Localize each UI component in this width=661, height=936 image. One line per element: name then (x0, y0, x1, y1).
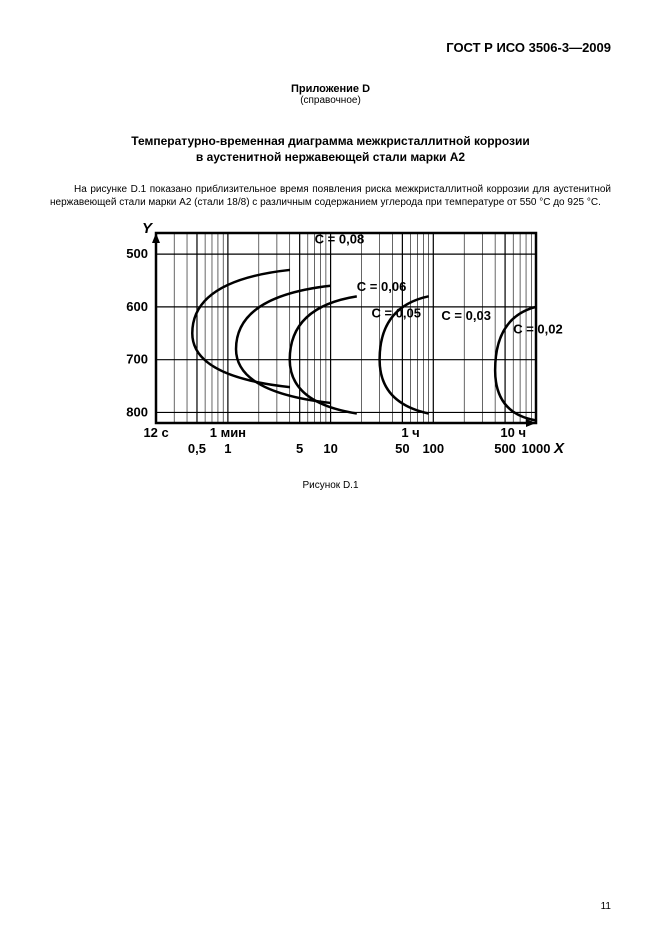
svg-text:500: 500 (126, 246, 148, 261)
appendix-sublabel: (справочное) (50, 95, 611, 106)
appendix-label: Приложение D (50, 83, 611, 95)
svg-text:10 ч: 10 ч (500, 425, 526, 440)
svg-text:1 мин: 1 мин (209, 425, 245, 440)
svg-text:12 с: 12 с (143, 425, 168, 440)
corrosion-chart: 500 600 700 800 0,5 1 5 10 50 100 500 1000 12 с 1 мин… (96, 223, 566, 463)
svg-text:100: 100 (422, 441, 444, 456)
svg-text:X: X (553, 440, 565, 457)
svg-text:500: 500 (494, 441, 516, 456)
section-title: Температурно-временная диаграмма межкрис… (50, 134, 611, 165)
svg-text:1: 1 (224, 441, 231, 456)
svg-text:C = 0,03: C = 0,03 (441, 308, 491, 323)
svg-text:700: 700 (126, 352, 148, 367)
title-line2: в аустенитной нержавеющей стали марки А2 (196, 150, 465, 164)
svg-text:10: 10 (323, 441, 337, 456)
page-number: 11 (601, 901, 611, 912)
figure-caption: Рисунок D.1 (50, 480, 611, 491)
svg-text:600: 600 (126, 299, 148, 314)
svg-text:C = 0,02: C = 0,02 (513, 321, 563, 336)
svg-text:C = 0,06: C = 0,06 (356, 279, 406, 294)
title-line1: Температурно-временная диаграмма межкрис… (131, 134, 530, 148)
svg-text:1 ч: 1 ч (401, 425, 419, 440)
svg-text:5: 5 (296, 441, 303, 456)
svg-text:Y: Y (141, 223, 153, 237)
svg-text:C = 0,08: C = 0,08 (314, 232, 364, 247)
svg-text:0,5: 0,5 (187, 441, 205, 456)
description-paragraph: На рисунке D.1 показано приблизительное … (50, 183, 611, 209)
figure-d1: 500 600 700 800 0,5 1 5 10 50 100 500 1000 12 с 1 мин… (50, 223, 611, 491)
svg-text:1000: 1000 (521, 441, 550, 456)
standard-code: ГОСТ Р ИСО 3506-3—2009 (50, 40, 611, 55)
svg-text:800: 800 (126, 405, 148, 420)
svg-text:50: 50 (395, 441, 409, 456)
